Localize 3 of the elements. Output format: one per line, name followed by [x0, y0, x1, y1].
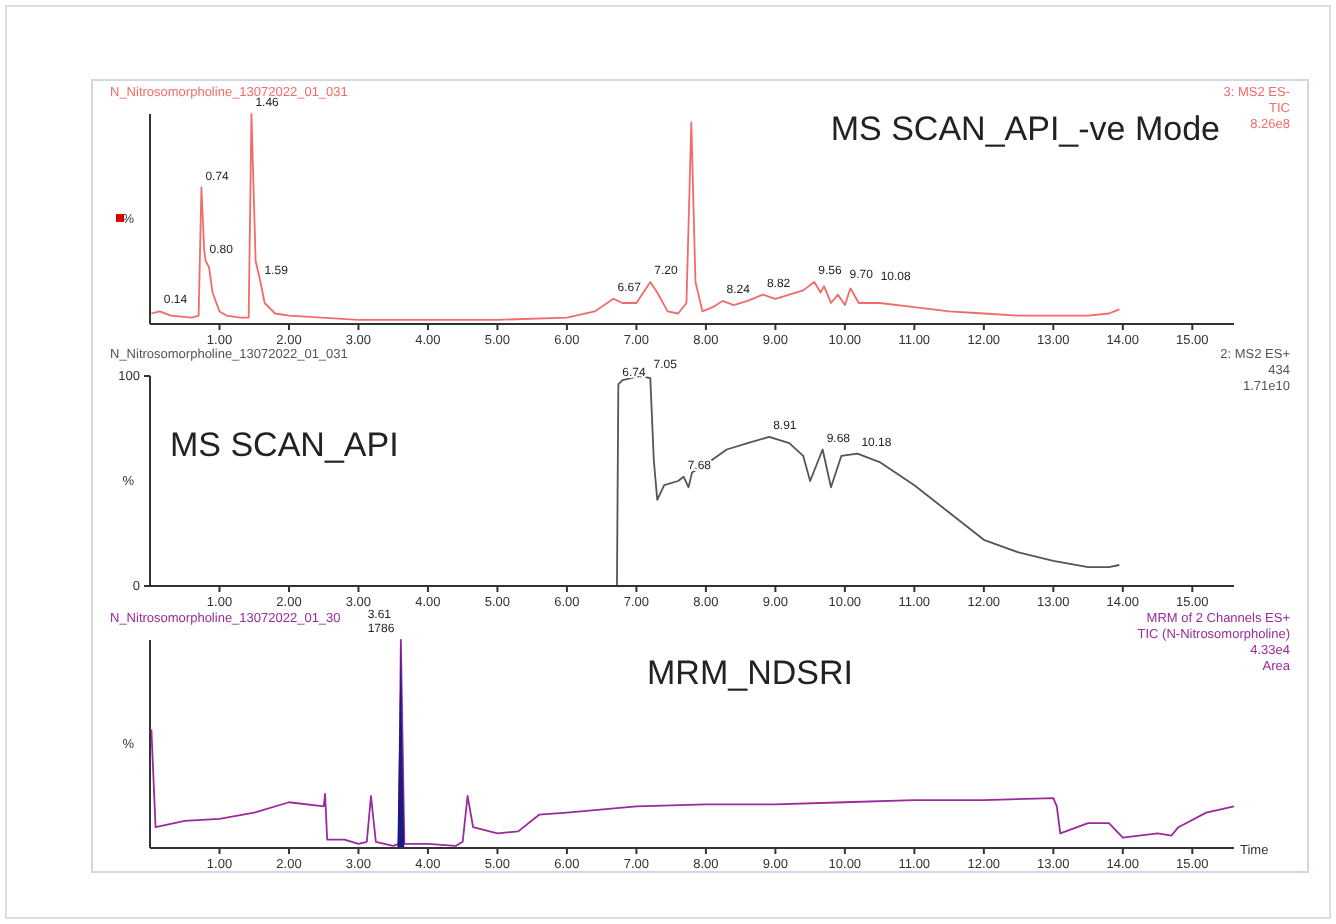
chart-title: MS SCAN_API_-ve Mode [830, 110, 1220, 148]
chart-title: MRM_NDSRI [647, 654, 853, 692]
text: MS SCAN_API [170, 426, 399, 464]
